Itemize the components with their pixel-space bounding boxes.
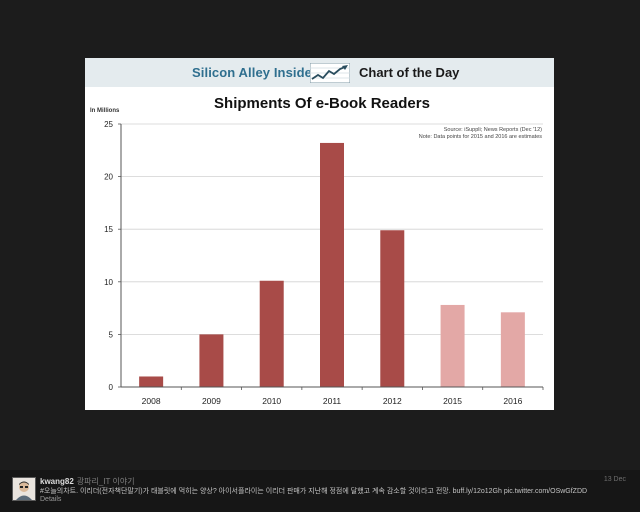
- y-tick-label: 0: [109, 383, 114, 392]
- banner-tag: Chart of the Day: [359, 65, 460, 80]
- bar-2011: [320, 142, 344, 387]
- bar-chart: Shipments Of e-Book Readers In Millions …: [90, 95, 544, 406]
- x-tick-label: 2012: [383, 396, 402, 406]
- x-tick-label: 2011: [323, 396, 342, 406]
- bar-2012: [380, 230, 405, 387]
- x-tick-label: 2008: [142, 396, 161, 406]
- details-link[interactable]: Details: [40, 496, 62, 503]
- tweet-handle[interactable]: 광파리_IT 이야기: [76, 477, 135, 486]
- x-tick-label: 2015: [443, 396, 462, 406]
- bars: [139, 142, 525, 387]
- source-note: Source: iSuppli; News Reports (Dec '12): [444, 127, 542, 133]
- x-tick-label: 2009: [202, 396, 221, 406]
- x-tick-labels: 2008 2009 2010 2011 2012 2015 2016: [142, 387, 544, 406]
- x-tick-label: 2010: [262, 396, 281, 406]
- banner-brand: Silicon Alley Insider: [192, 65, 318, 80]
- bar-2015: [440, 304, 465, 387]
- y-tick-label: 20: [104, 173, 113, 182]
- estimate-note: Note: Data points for 2015 and 2016 are …: [419, 134, 542, 140]
- tweet-text: #오늘의차트. 이리더(전자책단말기)가 태블릿에 먹히는 양상? 아이서플라이…: [40, 488, 588, 495]
- tweet-user[interactable]: kwang82 광파리_IT 이야기: [40, 476, 135, 487]
- avatar[interactable]: [12, 477, 36, 501]
- bar-2010: [259, 280, 284, 387]
- tweet-username[interactable]: kwang82: [40, 477, 74, 486]
- y-unit-label: In Millions: [90, 108, 120, 114]
- user-avatar-icon: [13, 478, 35, 500]
- bar-2009: [199, 334, 224, 387]
- chart-banner: Silicon Alley Insider Chart of the Day: [85, 58, 554, 87]
- y-tick-labels: 0 5 10 15 20 25: [104, 120, 121, 392]
- y-tick-label: 15: [104, 225, 113, 234]
- tweet-date: 13 Dec: [603, 476, 626, 483]
- y-tick-label: 25: [104, 120, 113, 129]
- y-tick-label: 5: [109, 330, 114, 339]
- bar-2016: [500, 312, 525, 387]
- trend-chart-icon: [310, 63, 350, 83]
- chart-title: Shipments Of e-Book Readers: [214, 95, 430, 112]
- y-tick-label: 10: [104, 278, 113, 287]
- bar-2008: [139, 376, 164, 387]
- x-tick-label: 2016: [503, 396, 522, 406]
- tweet-bar: kwang82 광파리_IT 이야기 #오늘의차트. 이리더(전자책단말기)가 태…: [0, 470, 640, 512]
- chart-image: Silicon Alley Insider Chart of the Day S…: [85, 58, 554, 410]
